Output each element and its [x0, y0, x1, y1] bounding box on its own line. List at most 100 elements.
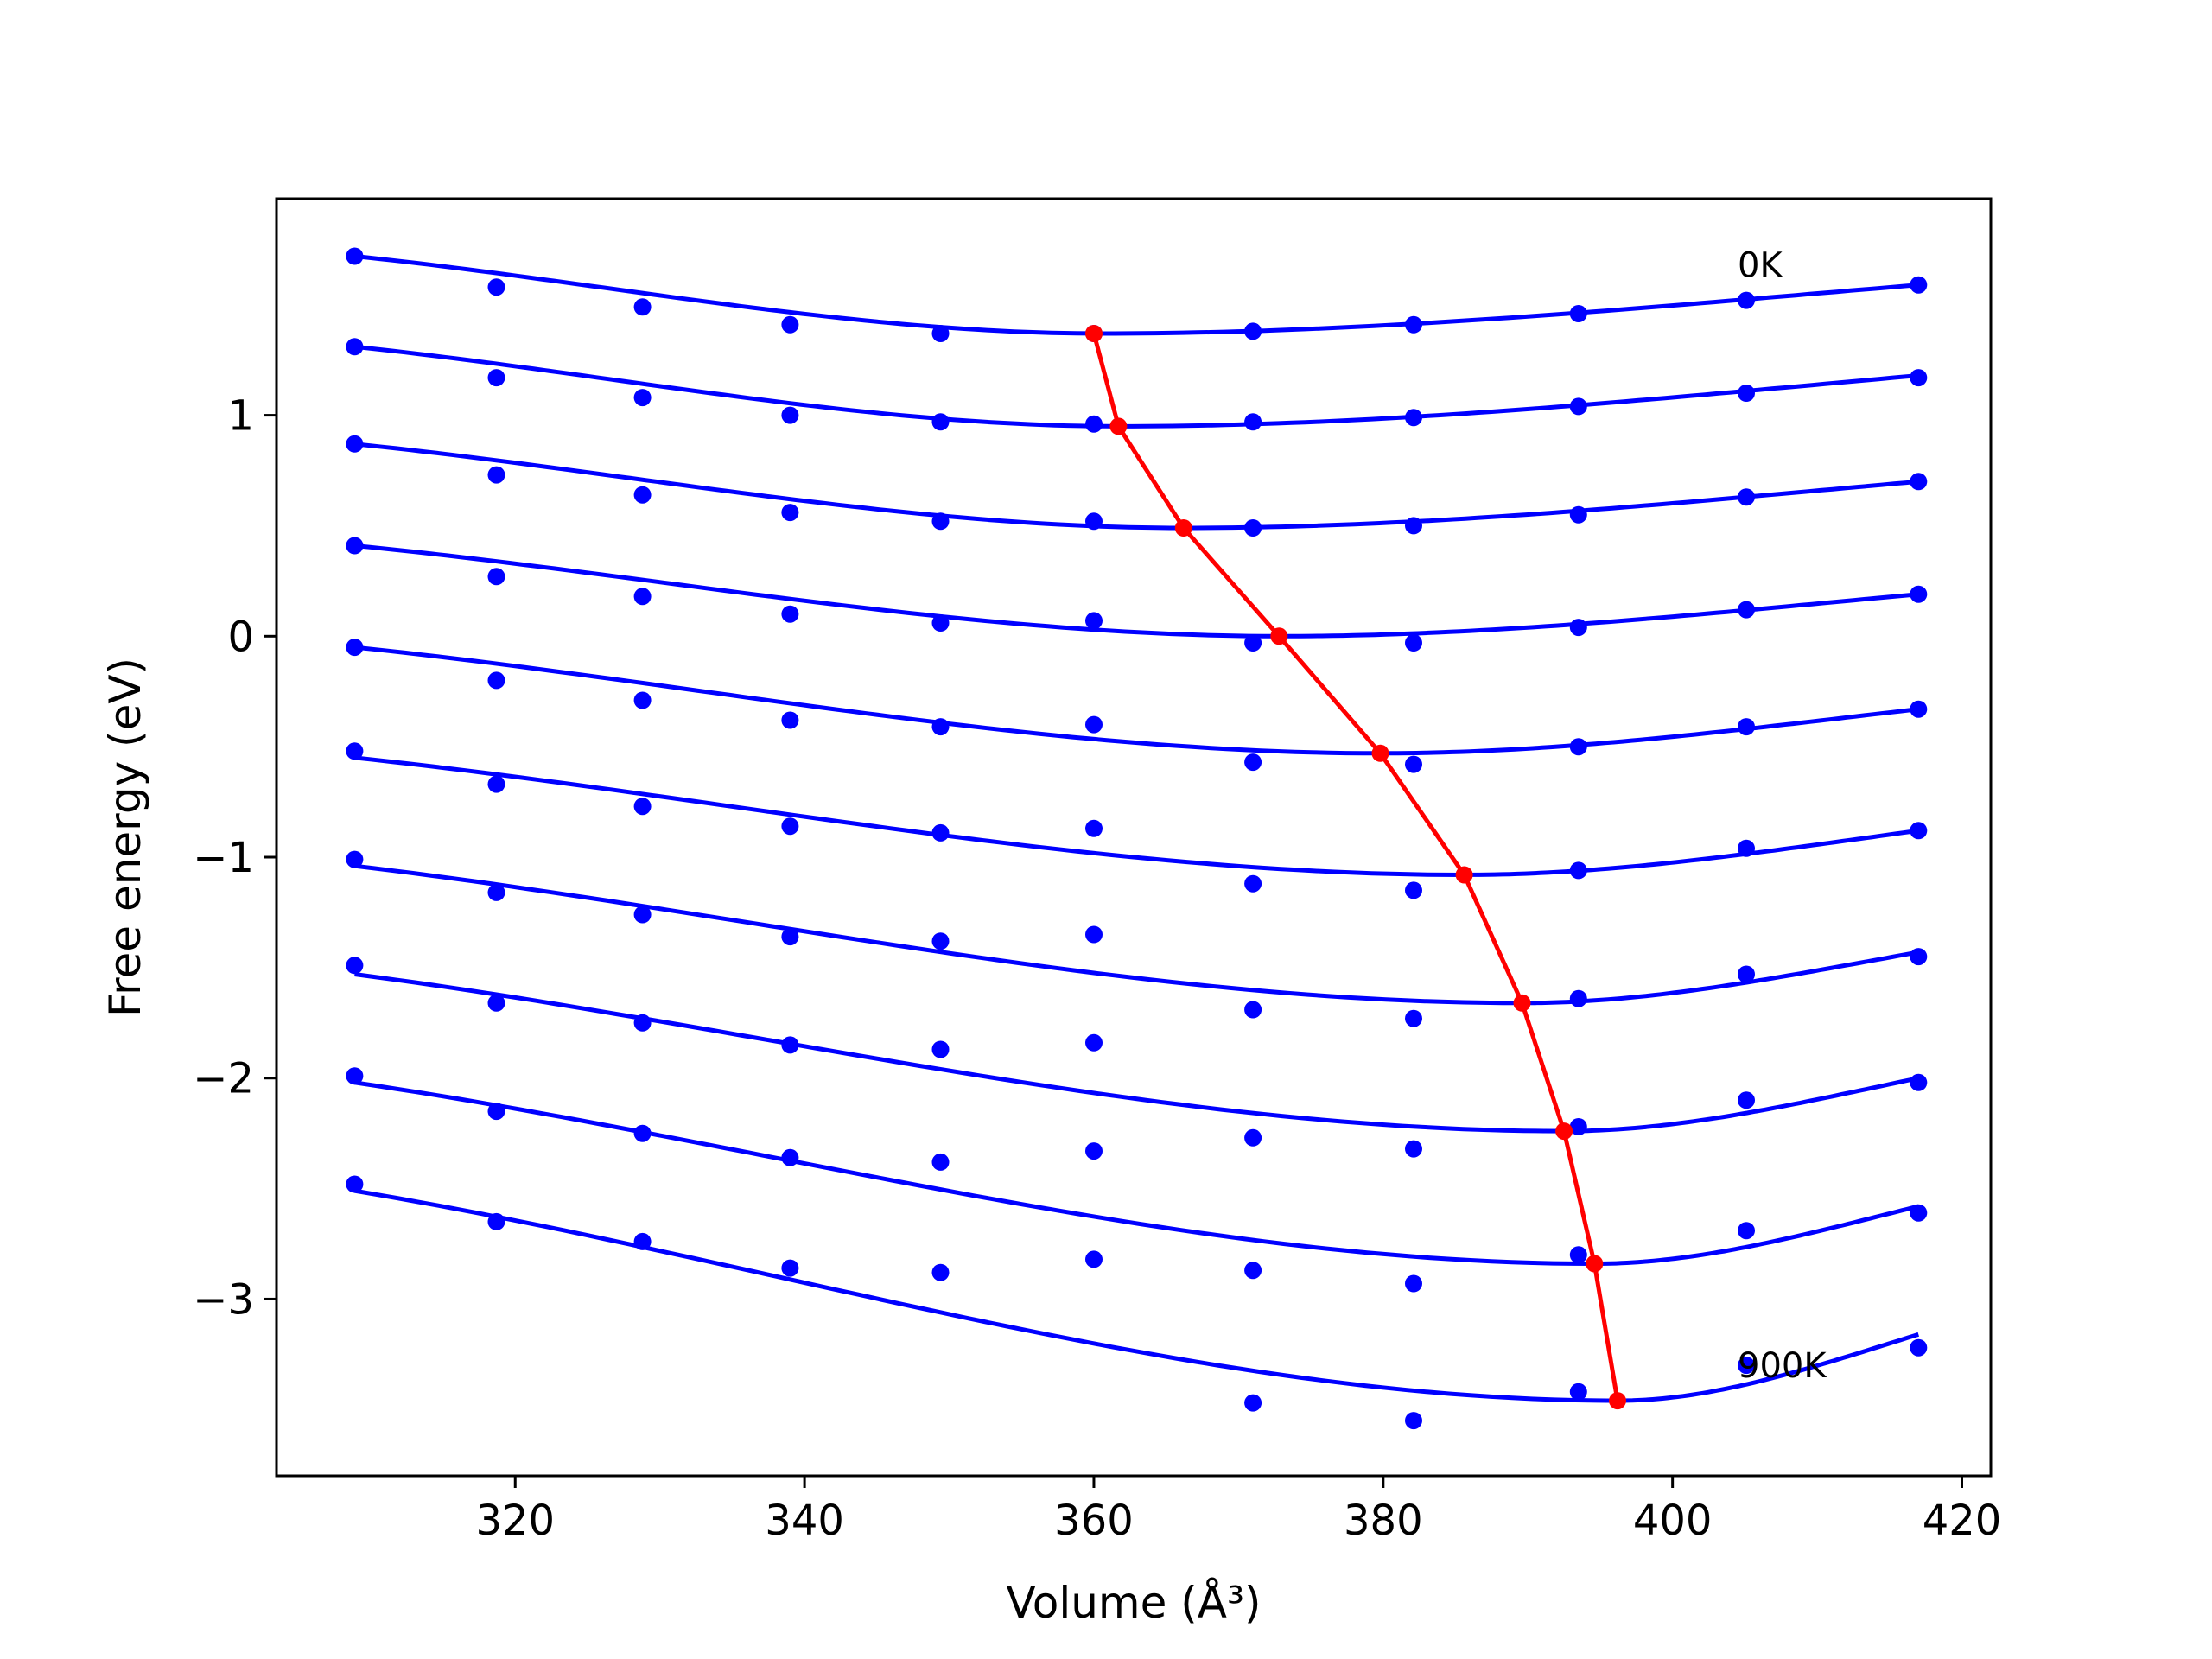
minimum-point — [1109, 417, 1128, 435]
minimum-point — [1174, 519, 1192, 537]
data-point-300K — [1569, 619, 1587, 637]
data-point-500K — [781, 817, 799, 836]
data-point-500K — [487, 775, 505, 793]
data-point-900K — [1405, 1412, 1422, 1430]
data-point-0K — [487, 278, 505, 296]
data-point-900K — [1738, 1357, 1755, 1375]
data-point-600K — [781, 928, 799, 946]
y-axis-label: Free energy (eV) — [100, 658, 150, 1017]
data-point-600K — [487, 883, 505, 901]
data-point-500K — [1405, 881, 1422, 899]
data-point-600K — [931, 932, 950, 950]
data-point-100K — [1569, 397, 1587, 416]
data-point-200K — [1738, 488, 1755, 506]
x-tick-label: 360 — [1054, 1497, 1134, 1545]
data-point-0K — [346, 247, 364, 265]
data-point-200K — [1405, 517, 1422, 535]
data-point-600K — [346, 850, 364, 868]
data-point-500K — [1085, 819, 1103, 837]
data-point-600K — [1569, 989, 1587, 1007]
data-point-400K — [1085, 715, 1103, 734]
data-point-900K — [1085, 1250, 1103, 1268]
data-point-500K — [633, 798, 652, 816]
data-point-100K — [346, 338, 364, 356]
data-point-300K — [1085, 612, 1103, 630]
data-point-700K — [1738, 1091, 1755, 1109]
data-point-800K — [1244, 1262, 1262, 1280]
data-point-800K — [1085, 1142, 1103, 1160]
data-point-500K — [346, 742, 364, 760]
data-point-0K — [633, 298, 652, 316]
data-point-600K — [1085, 925, 1103, 944]
plot-frame — [275, 197, 1993, 1478]
data-points — [346, 247, 1928, 1430]
minimum-point — [1371, 744, 1389, 762]
data-point-800K — [1910, 1204, 1928, 1222]
data-point-900K — [487, 1212, 505, 1230]
data-point-300K — [1244, 634, 1262, 652]
x-tick-label: 380 — [1344, 1497, 1423, 1545]
data-point-200K — [1569, 505, 1587, 524]
data-point-100K — [1244, 413, 1262, 431]
minimum-path-line — [1091, 333, 1620, 1402]
data-point-200K — [1244, 519, 1262, 537]
data-point-800K — [633, 1124, 652, 1142]
data-point-200K — [487, 466, 505, 484]
fit-curve-0K — [354, 254, 1919, 336]
data-point-100K — [1738, 385, 1755, 402]
data-point-400K — [346, 639, 364, 657]
data-point-0K — [931, 325, 950, 342]
minimum-point — [1085, 325, 1103, 342]
data-point-400K — [1569, 738, 1587, 756]
data-point-200K — [1910, 473, 1928, 491]
data-point-400K — [1910, 700, 1928, 718]
data-point-300K — [1405, 634, 1422, 652]
data-point-800K — [487, 1103, 505, 1121]
data-point-900K — [1569, 1382, 1587, 1401]
data-point-500K — [1244, 874, 1262, 893]
data-point-300K — [487, 568, 505, 586]
data-point-200K — [633, 486, 652, 504]
x-tick-label: 340 — [765, 1497, 844, 1545]
data-point-600K — [633, 906, 652, 924]
data-point-100K — [633, 389, 652, 407]
data-point-400K — [633, 691, 652, 709]
data-point-200K — [346, 435, 364, 453]
data-point-600K — [1405, 1009, 1422, 1027]
data-point-100K — [931, 413, 950, 431]
data-point-700K — [1910, 1073, 1928, 1091]
data-point-300K — [1910, 585, 1928, 603]
data-point-0K — [1405, 315, 1422, 334]
fit-curve-100K — [354, 344, 1919, 429]
x-tick-label: 400 — [1633, 1497, 1713, 1545]
data-point-100K — [487, 369, 505, 387]
minimum-point — [1555, 1122, 1573, 1141]
data-point-300K — [1738, 601, 1755, 619]
data-point-500K — [1738, 839, 1755, 857]
data-point-900K — [633, 1232, 652, 1250]
data-point-900K — [346, 1175, 364, 1193]
x-tick-label: 420 — [1923, 1497, 2002, 1545]
data-point-500K — [931, 823, 950, 842]
data-point-600K — [1738, 965, 1755, 983]
data-point-100K — [1085, 415, 1103, 433]
annotations: 0K 900K — [1738, 246, 1827, 1386]
y-tick-label: −3 — [193, 1275, 254, 1324]
data-point-600K — [1244, 1001, 1262, 1019]
data-point-0K — [1244, 322, 1262, 340]
data-point-0K — [781, 315, 799, 334]
data-point-700K — [931, 1040, 950, 1058]
data-point-800K — [1569, 1246, 1587, 1264]
data-point-900K — [1910, 1338, 1928, 1357]
data-point-800K — [781, 1148, 799, 1166]
data-point-400K — [487, 671, 505, 690]
fit-curve-400K — [354, 645, 1919, 756]
x-axis-label: Volume (Å³) — [1006, 1578, 1261, 1628]
data-point-400K — [1244, 753, 1262, 772]
data-point-0K — [1569, 305, 1587, 322]
fit-curve-700K — [354, 972, 1919, 1134]
data-point-400K — [781, 711, 799, 729]
data-point-800K — [346, 1067, 364, 1085]
data-point-700K — [346, 957, 364, 975]
